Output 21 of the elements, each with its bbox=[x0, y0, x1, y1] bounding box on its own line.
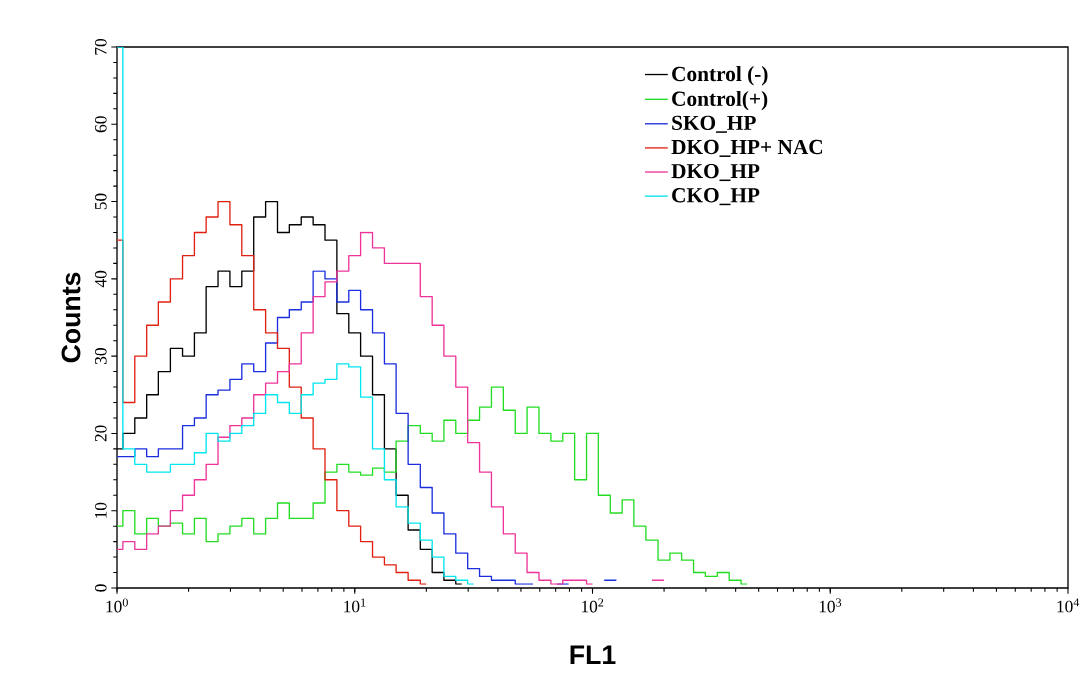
x-axis-title: FL1 bbox=[570, 645, 616, 664]
legend-label: Control(+) bbox=[672, 90, 768, 111]
legend-label: CKO_HP bbox=[672, 188, 760, 206]
y-tick-label: 0 bbox=[94, 584, 107, 592]
y-tick-label: 60 bbox=[94, 116, 107, 133]
y-tick-label: 20 bbox=[94, 425, 107, 442]
legend-label: DKO_HP bbox=[671, 163, 760, 182]
y-tick-label: 30 bbox=[94, 348, 107, 364]
legend-label: Control (-) bbox=[672, 66, 768, 86]
y-tick-label: 70 bbox=[94, 38, 107, 55]
legend-label: DKO_HP+ NAC bbox=[671, 139, 823, 157]
x-tick-label: 10$^{1}$ bbox=[344, 598, 366, 613]
x-tick-label: 10$^{4}$ bbox=[1057, 598, 1080, 613]
legend-label: SKO_HP bbox=[672, 115, 756, 133]
y-tick-label: 10 bbox=[94, 502, 107, 518]
x-tick-label: 10$^{3}$ bbox=[819, 598, 842, 613]
y-tick-label: 40 bbox=[94, 270, 107, 288]
x-tick-label: 10$^{2}$ bbox=[582, 598, 604, 613]
x-tick-label: 10$^{0}$ bbox=[106, 598, 128, 613]
y-tick-label: 50 bbox=[94, 193, 107, 210]
y-axis-title: Counts bbox=[61, 272, 81, 363]
